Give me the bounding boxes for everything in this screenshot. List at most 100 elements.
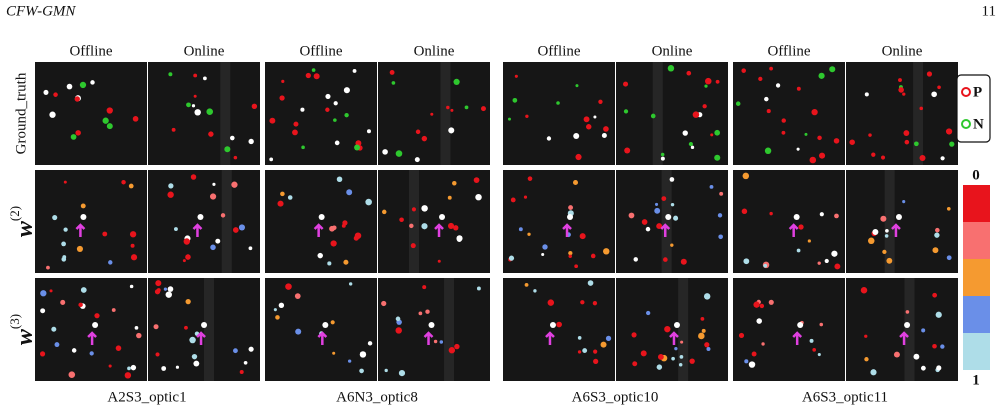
spot	[348, 282, 353, 286]
spot	[74, 96, 80, 102]
spot	[829, 66, 836, 73]
spot	[919, 106, 924, 111]
spot	[448, 347, 456, 354]
spot	[624, 147, 631, 154]
spot	[334, 140, 340, 146]
spot	[758, 76, 763, 81]
spot	[575, 153, 582, 161]
spot	[654, 202, 659, 206]
column-header: Offline	[767, 43, 810, 59]
spot	[473, 177, 480, 184]
spot	[949, 141, 955, 147]
spot	[796, 248, 801, 253]
spot	[111, 308, 116, 312]
spot	[913, 353, 920, 360]
spot	[680, 258, 687, 265]
spot	[710, 133, 714, 137]
image-panel	[378, 278, 490, 381]
spot	[194, 109, 201, 116]
spot	[238, 224, 246, 231]
spot	[203, 76, 207, 81]
spot	[450, 108, 454, 112]
spot	[39, 351, 46, 357]
spot	[714, 129, 721, 136]
spot	[437, 259, 441, 263]
spot	[781, 118, 786, 123]
spot	[593, 358, 599, 364]
spot	[185, 298, 191, 305]
colorbar	[963, 185, 990, 370]
streak	[884, 170, 895, 273]
spot	[292, 129, 298, 136]
spot	[439, 340, 444, 344]
spot	[678, 362, 683, 367]
spot	[679, 355, 684, 359]
spot	[201, 322, 208, 328]
spot	[115, 345, 122, 351]
image-panel	[35, 170, 147, 273]
spot	[269, 117, 276, 124]
spot	[327, 261, 332, 266]
image-panel	[503, 62, 615, 165]
spot	[590, 253, 596, 259]
spot	[796, 86, 801, 91]
spot	[864, 357, 869, 362]
spot	[446, 105, 450, 110]
spot	[872, 228, 879, 235]
spot	[834, 263, 841, 270]
spot	[425, 309, 430, 314]
spot	[346, 189, 353, 196]
spot	[155, 280, 162, 287]
spot	[738, 332, 745, 339]
row-label: w(2)	[7, 206, 38, 237]
column-header: Offline	[69, 43, 112, 59]
spot	[751, 351, 757, 357]
spot	[671, 356, 675, 361]
spot	[768, 299, 774, 305]
spot	[153, 324, 159, 330]
dataset-label: A6N3_optic8	[336, 389, 418, 405]
spot	[580, 300, 585, 305]
colorbar-segment	[963, 296, 990, 333]
spot	[623, 81, 629, 87]
spot	[322, 322, 329, 328]
spot	[656, 223, 663, 230]
spot	[834, 213, 839, 219]
spot	[593, 349, 598, 354]
spot	[717, 213, 723, 218]
spot	[714, 154, 721, 161]
spot	[79, 81, 87, 89]
spot	[764, 147, 772, 155]
spot	[748, 361, 756, 368]
spot	[129, 231, 137, 238]
spot	[354, 232, 362, 239]
spot	[480, 106, 486, 112]
image-panel	[378, 62, 490, 165]
spot	[452, 181, 457, 186]
spot	[89, 351, 94, 356]
spot	[313, 73, 320, 80]
spot	[295, 328, 302, 335]
arrow	[313, 223, 324, 237]
colorbar-label: 0	[972, 167, 980, 183]
spot	[664, 325, 671, 333]
spot	[190, 174, 197, 180]
spot	[663, 257, 668, 262]
spot	[233, 348, 238, 354]
arrow	[423, 331, 434, 345]
image-panel	[148, 170, 260, 273]
spot	[893, 351, 900, 358]
spot	[51, 326, 57, 332]
spot	[796, 147, 800, 151]
spot	[884, 234, 889, 238]
spot	[63, 180, 67, 184]
spot	[60, 299, 66, 305]
spot	[798, 224, 804, 230]
streak	[661, 170, 672, 273]
spot	[541, 253, 545, 257]
spot	[640, 350, 647, 357]
arrow	[562, 223, 572, 237]
spot	[106, 123, 113, 130]
spot	[603, 248, 610, 255]
